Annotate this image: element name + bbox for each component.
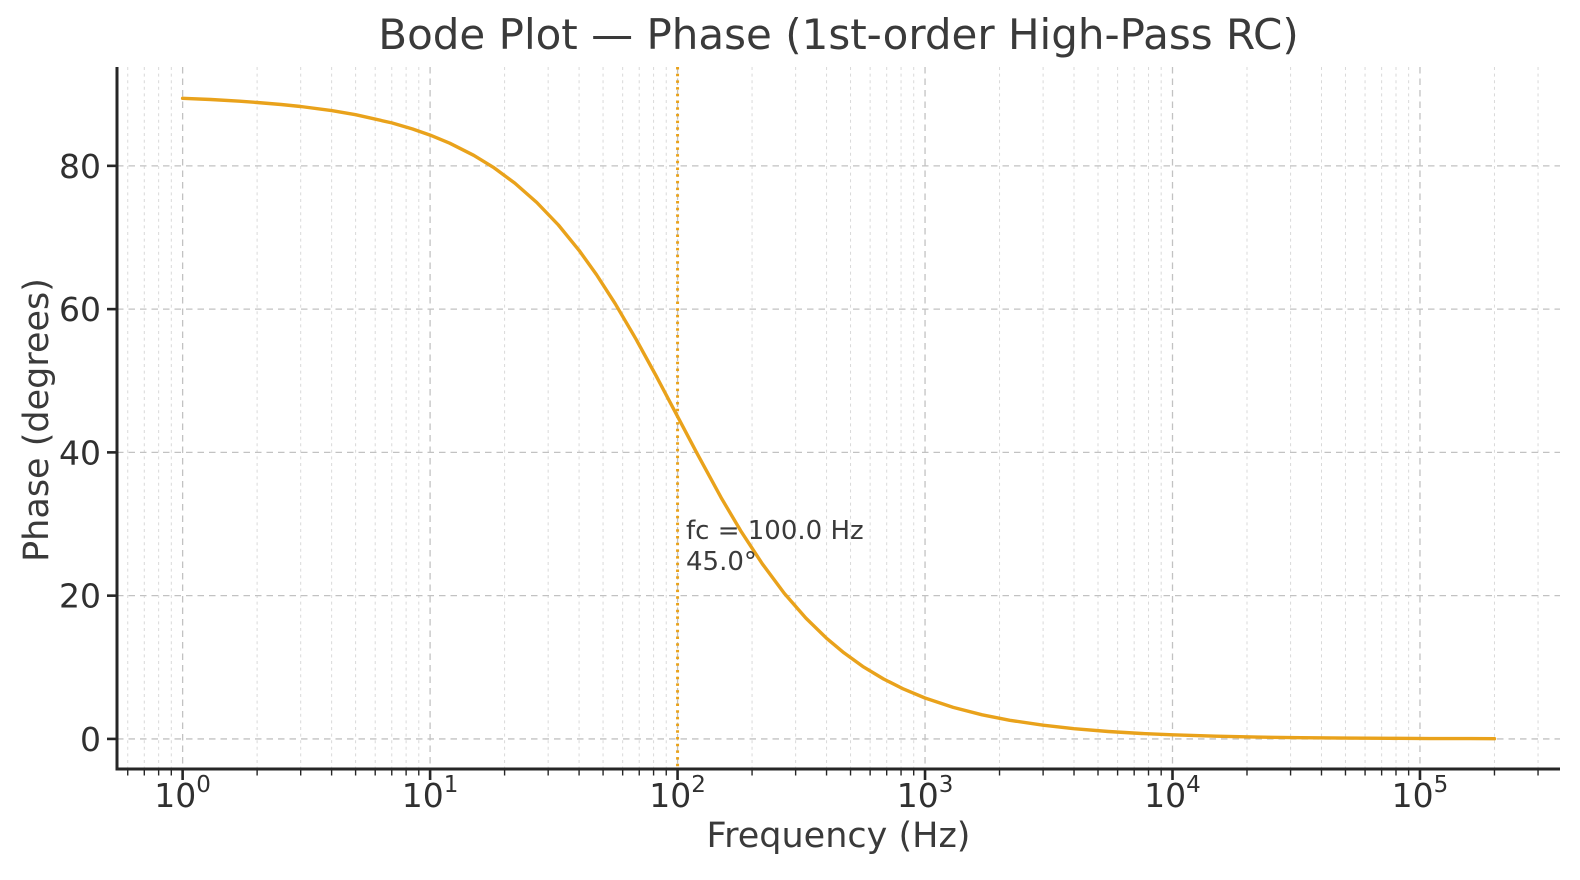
y-tick-label: 80 xyxy=(59,147,101,186)
cutoff-annotation: fc = 100.0 Hz 45.0° xyxy=(686,516,864,578)
y-tick-label: 60 xyxy=(59,290,101,329)
x-tick-label: 101 xyxy=(402,772,459,815)
y-tick-label: 40 xyxy=(59,433,101,472)
phase-curve xyxy=(180,96,1497,741)
cutoff-annotation-phase: 45.0° xyxy=(686,547,757,577)
chart-title: Bode Plot — Phase (1st-order High-Pass R… xyxy=(378,10,1299,59)
x-tick-label: 100 xyxy=(154,772,211,815)
x-axis-label: Frequency (Hz) xyxy=(706,816,971,856)
x-tick-label: 105 xyxy=(1392,772,1449,815)
y-axis-label: Phase (degrees) xyxy=(17,278,57,562)
y-tick-label: 0 xyxy=(80,720,101,759)
x-tick-label: 102 xyxy=(649,772,706,815)
x-tick-label: 104 xyxy=(1144,772,1201,815)
x-tick-label: 103 xyxy=(897,772,954,815)
y-tick-label: 20 xyxy=(59,577,101,616)
cutoff-annotation-fc: fc = 100.0 Hz xyxy=(686,516,864,546)
